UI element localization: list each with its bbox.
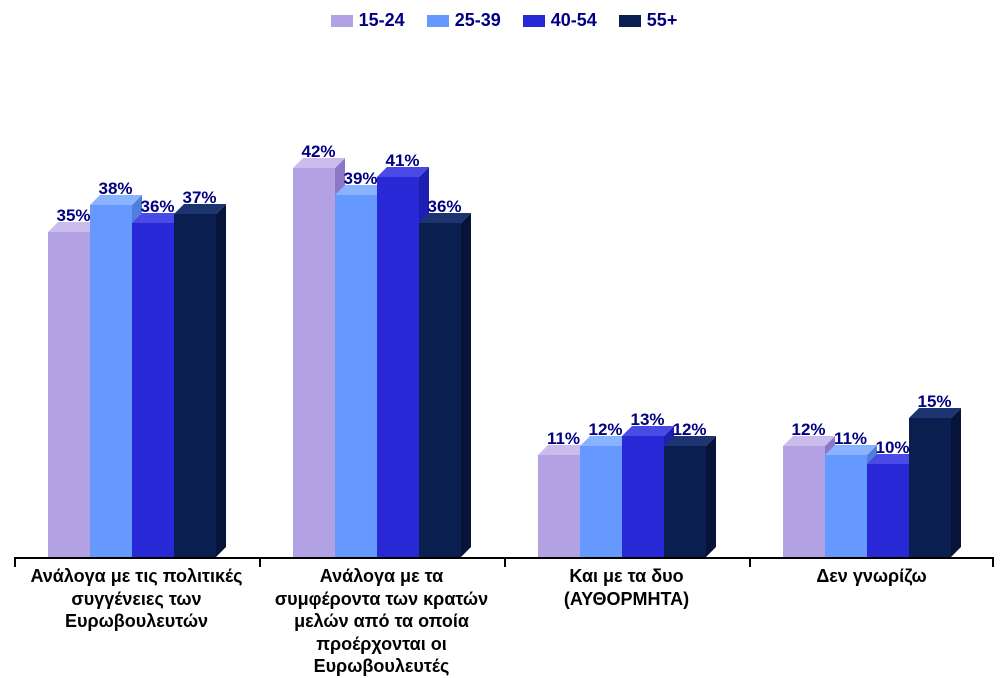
legend-swatch [427,15,449,27]
bar-front [783,446,825,557]
bar-3d [867,464,909,557]
category-label: Και με τα δυο (ΑΥΘΟΡΜΗΤΑ) [510,565,743,610]
bar-3d [377,177,419,557]
bar: 41% [377,49,419,557]
legend-item: 25-39 [427,10,501,31]
bar-front [664,446,706,557]
legend-label: 40-54 [551,10,597,31]
bar-front [335,195,377,557]
bar-front [580,446,622,557]
bar-3d [419,223,461,557]
bars-container: 11%12%13%12% [504,49,749,557]
bar: 36% [419,49,461,557]
category-label: Δεν γνωρίζω [755,565,988,588]
bar: 42% [293,49,335,557]
legend-swatch [619,15,641,27]
bars-container: 35%38%36%37% [14,49,259,557]
bar-side [951,408,961,557]
x-axis-labels: Ανάλογα με τις πολιτικές συγγένειες των … [14,559,994,659]
bar-front [377,177,419,557]
bar: 11% [538,49,580,557]
bar: 11% [825,49,867,557]
bar-group: 12%11%10%15% [749,49,994,557]
bar-3d [622,436,664,557]
legend-item: 15-24 [331,10,405,31]
category-label: Ανάλογα με τις πολιτικές συγγένειες των … [20,565,253,633]
legend-item: 40-54 [523,10,597,31]
bar-side [706,436,716,557]
legend-swatch [331,15,353,27]
legend-swatch [523,15,545,27]
bar-3d [909,418,951,557]
bar-group: 11%12%13%12% [504,49,749,557]
legend-label: 25-39 [455,10,501,31]
bar: 12% [664,49,706,557]
bar-3d [90,205,132,557]
bar-front [419,223,461,557]
bar-front [622,436,664,557]
legend-label: 15-24 [359,10,405,31]
bar-front [867,464,909,557]
bar: 10% [867,49,909,557]
bar-front [90,205,132,557]
bar-3d [293,168,335,557]
bar-3d [48,232,90,557]
bar-3d [783,446,825,557]
bar-3d [825,455,867,557]
bars-container: 42%39%41%36% [259,49,504,557]
legend-item: 55+ [619,10,678,31]
bar: 15% [909,49,951,557]
bar-3d [132,223,174,557]
bar-side [216,204,226,557]
legend-label: 55+ [647,10,678,31]
bar-group: 42%39%41%36% [259,49,504,557]
bar-top [664,436,716,446]
bar-3d [580,446,622,557]
bar-3d [335,195,377,557]
bar-front [293,168,335,557]
bar-group: 35%38%36%37% [14,49,259,557]
bar: 39% [335,49,377,557]
bar-front [48,232,90,557]
bar: 38% [90,49,132,557]
bar-3d [174,214,216,557]
bar-front [909,418,951,557]
bar-side [461,213,471,557]
bar: 12% [580,49,622,557]
bar: 12% [783,49,825,557]
chart-legend: 15-24 25-39 40-54 55+ [0,0,1008,39]
bar: 13% [622,49,664,557]
bar: 37% [174,49,216,557]
bars-container: 12%11%10%15% [749,49,994,557]
plot-region: 35%38%36%37%42%39%41%36%11%12%13%12%12%1… [14,49,994,559]
bar-3d [538,455,580,557]
bar-front [538,455,580,557]
bar-front [174,214,216,557]
bar-front [132,223,174,557]
chart-area: 35%38%36%37%42%39%41%36%11%12%13%12%12%1… [14,49,994,559]
bar: 36% [132,49,174,557]
bar-front [825,455,867,557]
bar-3d [664,446,706,557]
bar: 35% [48,49,90,557]
